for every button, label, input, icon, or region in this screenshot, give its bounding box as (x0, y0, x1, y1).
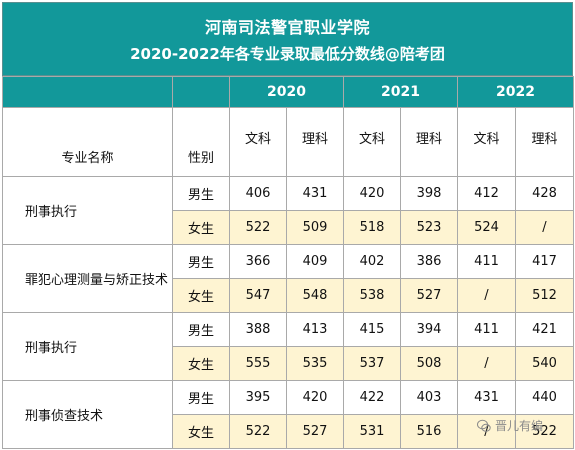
gender-cell: 男生 (172, 244, 230, 279)
score-cell: / (515, 210, 574, 245)
score-cell: 428 (515, 176, 574, 211)
score-cell: 548 (286, 278, 344, 313)
gender-cell: 男生 (172, 380, 230, 415)
score-cell: 398 (400, 176, 458, 211)
score-cell: 431 (286, 176, 344, 211)
score-cell: 523 (400, 210, 458, 245)
score-cell: 522 (229, 210, 287, 245)
watermark: 晋儿有编 (476, 417, 543, 434)
year-header-2021: 2021 (343, 76, 458, 108)
score-cell: 411 (457, 244, 516, 279)
score-cell: 413 (286, 312, 344, 347)
score-cell: 547 (229, 278, 287, 313)
score-cell: 524 (457, 210, 516, 245)
score-cell: 412 (457, 176, 516, 211)
page-subtitle: 2020-2022年各专业录取最低分数线@陪考团 (130, 45, 445, 63)
score-cell: 512 (515, 278, 574, 313)
score-cell: / (457, 346, 516, 381)
major-name: 刑事执行 (2, 176, 173, 245)
watermark-text: 晋儿有编 (494, 419, 543, 433)
score-cell: 531 (343, 414, 401, 449)
score-cell: 555 (229, 346, 287, 381)
gender-column-header: 性别 (172, 107, 230, 177)
score-cell: 518 (343, 210, 401, 245)
score-cell: 509 (286, 210, 344, 245)
table-row: 女生 522 527 531 516 / 522 (3, 414, 574, 449)
score-cell: 540 (515, 346, 574, 381)
title-banner: 河南司法警官职业学院 2020-2022年各专业录取最低分数线@陪考团 (2, 2, 573, 76)
score-cell: 402 (343, 244, 401, 279)
admission-score-table: 2020 2021 2022 专业名称 性别 文科 理科 文科 理科 文科 理科… (2, 76, 574, 449)
table-row: 刑事侦查技术 男生 395 420 422 403 431 440 (2, 380, 574, 449)
score-cell: 527 (286, 414, 344, 449)
page-title: 河南司法警官职业学院 (204, 18, 370, 37)
table-row: 罪犯心理测量与矫正技术 男生 366 409 402 386 411 417 (2, 244, 574, 313)
score-cell: 395 (229, 380, 287, 415)
score-cell: 508 (400, 346, 458, 381)
score-cell: 366 (229, 244, 287, 279)
major-name: 刑事执行 (2, 312, 173, 381)
score-cell: 388 (229, 312, 287, 347)
header-corner (2, 76, 173, 108)
score-cell: 394 (400, 312, 458, 347)
subject-header-science-2020: 理科 (286, 107, 344, 177)
score-cell: 406 (229, 176, 287, 211)
subject-header-liberal-2020: 文科 (229, 107, 287, 177)
gender-cell: 女生 (172, 210, 230, 245)
score-cell: 415 (343, 312, 401, 347)
table-row: 女生 555 535 537 508 / 540 (3, 346, 574, 381)
major-name: 罪犯心理测量与矫正技术 (2, 244, 173, 313)
score-cell: 386 (400, 244, 458, 279)
gender-cell: 女生 (172, 414, 230, 449)
major-column-header: 专业名称 (2, 107, 173, 177)
subject-header-science-2021: 理科 (400, 107, 458, 177)
wechat-icon (476, 419, 491, 432)
table-row: 刑事执行 男生 388 413 415 394 411 421 (2, 312, 574, 381)
score-cell: 403 (400, 380, 458, 415)
gender-cell: 女生 (172, 278, 230, 313)
gender-cell: 女生 (172, 346, 230, 381)
gender-cell: 男生 (172, 176, 230, 211)
score-cell: / (457, 278, 516, 313)
score-cell: 411 (457, 312, 516, 347)
score-cell: 421 (515, 312, 574, 347)
score-cell: 440 (515, 380, 574, 415)
score-cell: 538 (343, 278, 401, 313)
table-row: 刑事执行 男生 406 431 420 398 412 428 (2, 176, 574, 245)
subject-header-science-2022: 理科 (515, 107, 574, 177)
score-cell: 420 (286, 380, 344, 415)
major-name: 刑事侦查技术 (2, 380, 173, 449)
year-header-2022: 2022 (457, 76, 574, 108)
table-row: 女生 522 509 518 523 524 / (3, 210, 574, 245)
score-cell: 522 (515, 414, 574, 449)
year-header-2020: 2020 (229, 76, 344, 108)
score-cell: 527 (400, 278, 458, 313)
score-cell: 535 (286, 346, 344, 381)
score-cell: 522 (229, 414, 287, 449)
score-cell: 417 (515, 244, 574, 279)
gender-cell: 男生 (172, 312, 230, 347)
subject-header-liberal-2021: 文科 (343, 107, 401, 177)
score-cell: 422 (343, 380, 401, 415)
subject-header-liberal-2022: 文科 (457, 107, 516, 177)
score-cell: 409 (286, 244, 344, 279)
score-cell: 537 (343, 346, 401, 381)
score-cell: / (457, 414, 516, 449)
score-cell: 516 (400, 414, 458, 449)
score-cell: 420 (343, 176, 401, 211)
score-cell: 431 (457, 380, 516, 415)
header-corner-gender (172, 76, 230, 108)
